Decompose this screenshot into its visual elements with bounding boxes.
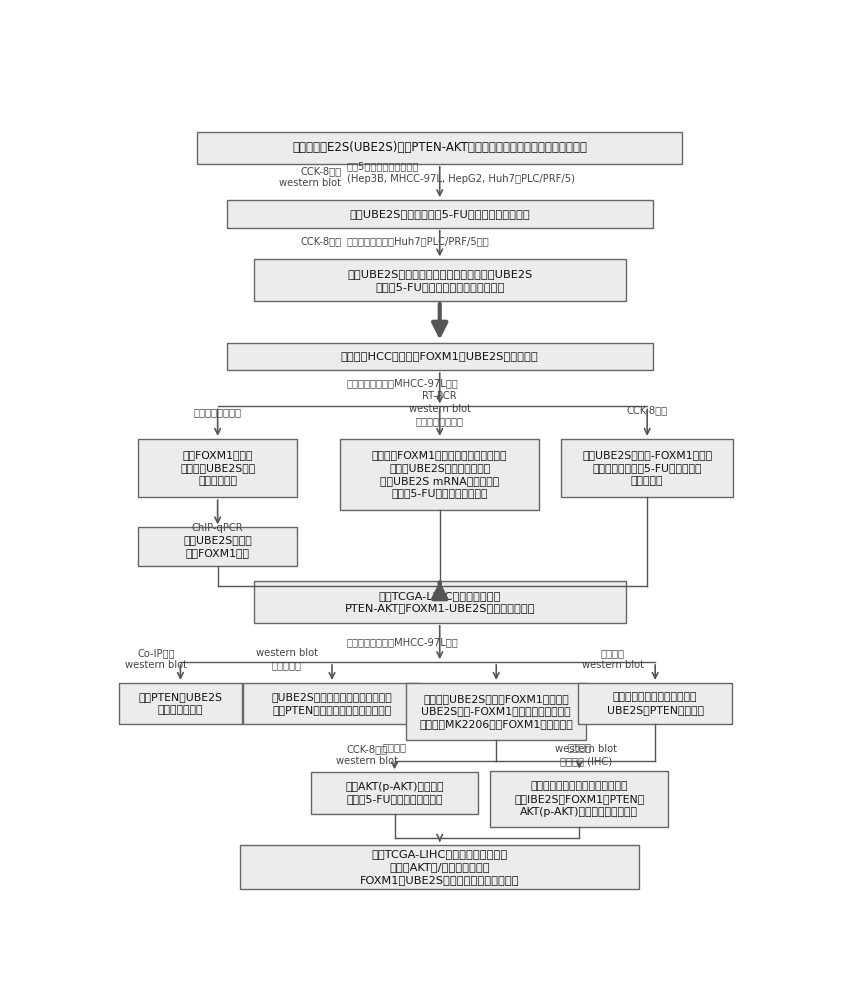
Text: 选取5种原发性肝癌细胞株
(Hep3B, MHCC-97L, HepG2, Huh7和PLC/PRF/5): 选取5种原发性肝癌细胞株 (Hep3B, MHCC-97L, HepG2, Hu…	[347, 161, 575, 184]
Text: 利用TCGA-LIHC数据库进行预测
PTEN-AKT是FOXM1-UBE2S的潜在下游通路: 利用TCGA-LIHC数据库进行预测 PTEN-AKT是FOXM1-UBE2S的…	[344, 591, 535, 613]
Text: 体外实验: 体外实验	[383, 743, 407, 753]
FancyBboxPatch shape	[340, 439, 540, 510]
FancyBboxPatch shape	[227, 343, 653, 370]
Text: 验证UBE2S启动区
域与FOXM1结合: 验证UBE2S启动区 域与FOXM1结合	[184, 535, 252, 558]
FancyBboxPatch shape	[490, 771, 668, 827]
Text: 验证PTEN与UBE2S
相互结合的关系: 验证PTEN与UBE2S 相互结合的关系	[138, 692, 222, 715]
Text: western blot
免疫组化 (IHC): western blot 免疫组化 (IHC)	[555, 744, 617, 766]
Text: CCK-8试验
western blot: CCK-8试验 western blot	[280, 166, 341, 188]
FancyBboxPatch shape	[119, 683, 242, 724]
Text: 构建UBE2S过表达-FOXM1沉默的
细胞模型，检测对5-FU和奥沙利铂
耐药性影响: 构建UBE2S过表达-FOXM1沉默的 细胞模型，检测对5-FU和奥沙利铂 耐药…	[582, 450, 712, 486]
FancyBboxPatch shape	[561, 439, 733, 497]
FancyBboxPatch shape	[138, 527, 298, 566]
Text: 在UBE2S过表达和沉默的细胞模型中
检测PTEN蛋白表达水平和泛素化水平: 在UBE2S过表达和沉默的细胞模型中 检测PTEN蛋白表达水平和泛素化水平	[272, 692, 392, 715]
Text: 检测UBE2S蛋白水平及对5-FU和奥沙利铂的耐药性: 检测UBE2S蛋白水平及对5-FU和奥沙利铂的耐药性	[349, 209, 530, 219]
FancyBboxPatch shape	[240, 845, 639, 889]
FancyBboxPatch shape	[138, 439, 298, 497]
FancyBboxPatch shape	[254, 259, 626, 301]
Text: 构建UBE2S过表达和沉默的细胞模型，检测UBE2S
变化对5-FU和奥沙利铂的耐药性的影响: 构建UBE2S过表达和沉默的细胞模型，检测UBE2S 变化对5-FU和奥沙利铂的…	[347, 269, 532, 292]
Text: 体内实验: 体内实验	[567, 743, 591, 753]
FancyBboxPatch shape	[311, 772, 478, 814]
Text: RT-PCR
western blot
荧光素酶活性测定: RT-PCR western blot 荧光素酶活性测定	[408, 391, 471, 426]
Text: CCK-8试验
western blot: CCK-8试验 western blot	[335, 744, 397, 766]
FancyBboxPatch shape	[243, 683, 421, 724]
Text: 免疫组化
western blot: 免疫组化 western blot	[582, 648, 644, 670]
Text: western blot
泛素化测定: western blot 泛素化测定	[256, 648, 317, 670]
FancyBboxPatch shape	[254, 581, 626, 623]
Text: 选取耐药性较高的MHCC-97L细胞: 选取耐药性较高的MHCC-97L细胞	[347, 378, 458, 388]
Text: 选取耐药性较高的MHCC-97L细胞: 选取耐药性较高的MHCC-97L细胞	[347, 637, 458, 647]
Text: 检测FOXM1结合位
点突变与UBE2S启动
子活性的影响: 检测FOXM1结合位 点突变与UBE2S启动 子活性的影响	[180, 450, 256, 486]
Text: 分别构建FOXM1过表达和沉默的细胞模型
检测对UBE2S启动子活性影响
检测UBE2S mRNA和蛋白表达
检测对5-FU和奥沙利铂耐药性: 分别构建FOXM1过表达和沉默的细胞模型 检测对UBE2S启动子活性影响 检测U…	[372, 450, 507, 498]
FancyBboxPatch shape	[578, 683, 733, 724]
Text: CCK-8试验: CCK-8试验	[300, 237, 341, 247]
FancyBboxPatch shape	[407, 683, 586, 740]
Text: Co-IP试验
western blot: Co-IP试验 western blot	[124, 648, 187, 670]
Text: 构建裸鼠肝细胞癌原位移植瘤模型
检测IBE2S、FOXM1、PTEN、
AKT(p-AKT)等下游因子表达水平: 构建裸鼠肝细胞癌原位移植瘤模型 检测IBE2S、FOXM1、PTEN、 AKT(…	[514, 781, 644, 817]
FancyBboxPatch shape	[227, 200, 653, 228]
Text: 荧光素酶活性测定: 荧光素酶活性测定	[194, 408, 242, 418]
Text: ChIP-qPCR: ChIP-qPCR	[192, 523, 244, 533]
Text: 检测人肝癌组织和癌旁组织中
UBE2S及PTEN表达水平: 检测人肝癌组织和癌旁组织中 UBE2S及PTEN表达水平	[607, 692, 704, 715]
Text: CCK-8试验: CCK-8试验	[626, 405, 668, 415]
Text: 检测不同HCC细胞株中FOXM1与UBE2S表达相关性: 检测不同HCC细胞株中FOXM1与UBE2S表达相关性	[341, 351, 539, 361]
FancyBboxPatch shape	[197, 132, 682, 164]
Text: 泛素结合酶E2S(UBE2S)通过PTEN-AKT信号通路促进原发性肝癌的化疗耐药性: 泛素结合酶E2S(UBE2S)通过PTEN-AKT信号通路促进原发性肝癌的化疗耐…	[293, 141, 587, 154]
Text: 检测AKT(p-AKT)蛋白表达
检测对5-FU和奥沙利铂耐药性: 检测AKT(p-AKT)蛋白表达 检测对5-FU和奥沙利铂耐药性	[345, 782, 444, 804]
Text: 选取耐药性较高的Huh7和PLC/PRF/5细胞: 选取耐药性较高的Huh7和PLC/PRF/5细胞	[347, 237, 489, 247]
Text: 分别构建UBE2S沉默、FOXM1过表达、
UBE2S沉默-FOXM1过表达的细胞模型，
以及使用MK2206处理FOXM1过表达细胞: 分别构建UBE2S沉默、FOXM1过表达、 UBE2S沉默-FOXM1过表达的细…	[420, 694, 573, 729]
Text: 利用TCGA-LIHC数据库进行生存分析
验证在AKT高/低表达亚组中，
FOXM1和UBE2S的表达水平对生存的影响: 利用TCGA-LIHC数据库进行生存分析 验证在AKT高/低表达亚组中， FOX…	[360, 849, 520, 885]
